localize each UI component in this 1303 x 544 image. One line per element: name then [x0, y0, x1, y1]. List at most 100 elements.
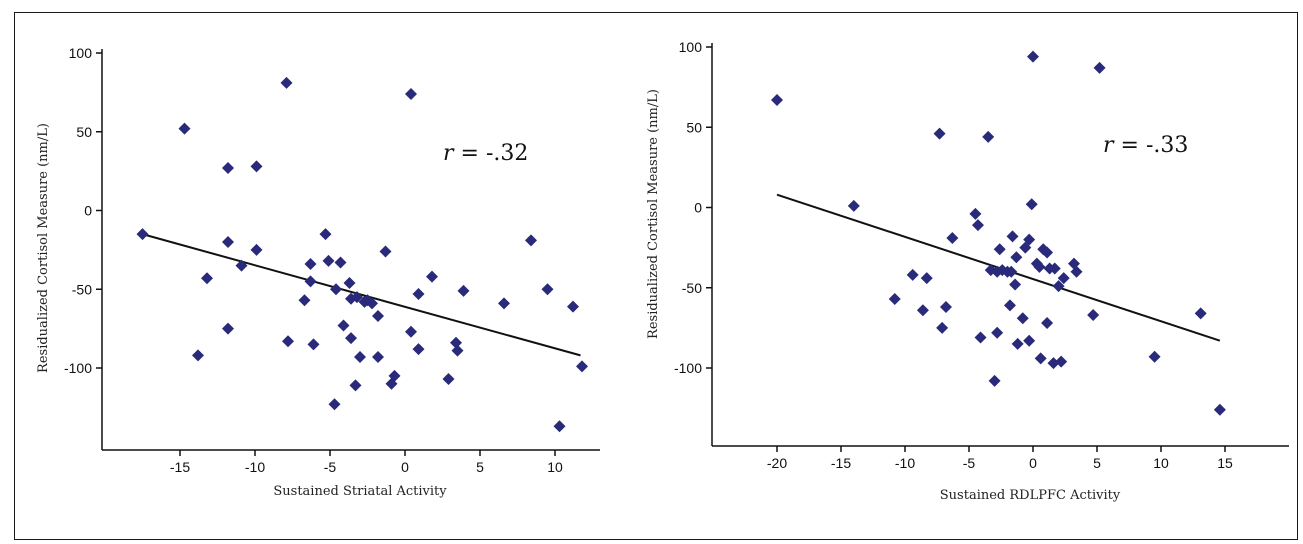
right-data-point	[1033, 260, 1046, 273]
right-data-point	[1023, 334, 1036, 347]
right-data-point	[1016, 312, 1029, 325]
right-data-point	[1213, 403, 1226, 416]
left-data-point	[322, 254, 335, 267]
left-data-point	[136, 228, 149, 241]
left-data-point	[282, 335, 294, 348]
right-data-point	[920, 272, 933, 285]
right-chart-correlation-annotation: r = -.33	[1103, 133, 1188, 158]
left-correlation-value: = -.32	[454, 141, 529, 166]
left-x-tick-label: -15	[170, 459, 190, 475]
right-data-point	[933, 127, 946, 140]
right-x-tick-label: -20	[767, 455, 787, 471]
left-data-point	[412, 343, 425, 356]
left-data-point	[405, 325, 417, 338]
left-data-point	[457, 284, 470, 297]
right-data-point	[916, 304, 929, 317]
left-y-tick-label: 0	[84, 203, 92, 219]
right-data-point	[1027, 50, 1039, 63]
right-data-point	[1194, 307, 1207, 320]
left-x-tick-label: 0	[401, 459, 409, 475]
left-data-point	[372, 350, 384, 363]
right-data-point	[1006, 230, 1019, 243]
left-data-point	[222, 236, 234, 248]
left-data-point	[351, 291, 363, 304]
right-x-tick-label: 5	[1093, 455, 1101, 471]
right-data-point	[1034, 352, 1047, 365]
right-data-point	[1055, 355, 1068, 368]
right-data-point	[1148, 350, 1161, 363]
right-data-point	[1003, 299, 1016, 312]
right-x-tick-label: -10	[895, 455, 915, 471]
left-data-point	[388, 369, 401, 382]
right-data-point	[888, 292, 901, 305]
left-data-point	[450, 336, 462, 349]
right-data-point	[1025, 198, 1038, 211]
left-data-point	[372, 310, 384, 323]
left-data-point	[525, 234, 537, 247]
left-data-point	[451, 344, 464, 357]
left-y-tick-label: -100	[64, 360, 92, 376]
left-x-tick-label: -5	[324, 459, 337, 475]
right-data-point	[1010, 251, 1023, 264]
left-data-point	[201, 272, 213, 285]
right-y-tick-label: 0	[694, 200, 702, 216]
right-data-point	[847, 199, 860, 212]
left-correlation-variable: r	[443, 141, 455, 166]
left-data-point	[330, 283, 342, 296]
right-data-point	[974, 331, 987, 344]
left-data-point	[345, 332, 357, 345]
right-data-point	[1070, 265, 1083, 278]
left-data-point	[304, 258, 317, 271]
left-data-point	[307, 338, 320, 351]
right-data-point	[991, 326, 1004, 339]
left-data-point	[442, 373, 455, 386]
right-data-point	[1048, 262, 1061, 275]
left-data-point	[541, 283, 554, 296]
left-x-tick-label: 10	[547, 459, 563, 475]
left-data-point	[250, 243, 263, 256]
left-data-point	[379, 245, 392, 258]
left-data-point	[553, 420, 566, 433]
left-data-point	[250, 160, 263, 173]
right-chart-y-axis-label: Residualized Cortisol Measure (nm/L)	[646, 89, 661, 339]
right-correlation-variable: r	[1103, 133, 1115, 158]
left-data-point	[349, 379, 362, 392]
left-data-point	[319, 228, 332, 241]
right-y-tick-label: -100	[674, 360, 702, 376]
right-data-point	[1023, 233, 1036, 246]
left-data-point	[334, 256, 347, 269]
left-chart-x-axis-label: Sustained Striatal Activity	[273, 484, 447, 499]
left-x-tick-label: -10	[245, 459, 265, 475]
left-data-point	[304, 275, 317, 288]
left-data-point	[567, 300, 579, 313]
right-data-point	[1041, 246, 1054, 259]
right-data-point	[1057, 272, 1070, 285]
right-data-point	[1041, 317, 1054, 330]
left-chart-y-axis-label: Residualized Cortisol Measure (nm/L)	[36, 123, 51, 373]
left-y-tick-label: 50	[76, 124, 92, 140]
right-y-tick-label: -50	[682, 280, 702, 296]
right-data-point	[771, 93, 783, 106]
right-data-point	[988, 374, 1001, 387]
right-x-tick-label: 0	[1029, 455, 1037, 471]
right-data-point	[1093, 61, 1106, 74]
left-data-point	[405, 87, 417, 100]
right-data-point	[936, 321, 949, 334]
right-x-tick-label: 10	[1153, 455, 1169, 471]
right-data-point	[1087, 309, 1100, 322]
left-data-point	[412, 287, 425, 300]
right-x-tick-label: -15	[831, 455, 851, 471]
left-chart-correlation-annotation: r = -.32	[443, 141, 528, 166]
right-data-point	[993, 243, 1006, 256]
left-data-point	[576, 360, 588, 373]
figure-frame	[14, 12, 1298, 540]
right-x-tick-label: 15	[1217, 455, 1233, 471]
left-data-point	[280, 76, 293, 89]
right-data-point	[1011, 337, 1024, 350]
right-data-point	[982, 130, 995, 143]
left-x-tick-label: 5	[476, 459, 484, 475]
right-data-point	[971, 219, 984, 232]
left-regression-line	[142, 233, 581, 357]
left-data-point	[192, 349, 204, 362]
